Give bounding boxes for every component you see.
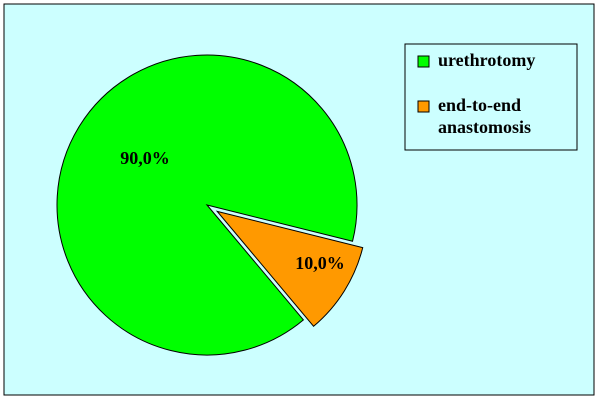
legend-box bbox=[404, 43, 578, 151]
legend-label: end-to-end anastomosis bbox=[438, 95, 531, 137]
legend-label: urethrotomy bbox=[438, 50, 535, 70]
pie-slice bbox=[215, 210, 364, 327]
pie-slice bbox=[56, 54, 358, 356]
legend-swatch bbox=[417, 100, 430, 113]
legend-swatch bbox=[417, 55, 430, 68]
data-label: 10,0% bbox=[295, 253, 345, 273]
data-label: 90,0% bbox=[120, 148, 170, 168]
